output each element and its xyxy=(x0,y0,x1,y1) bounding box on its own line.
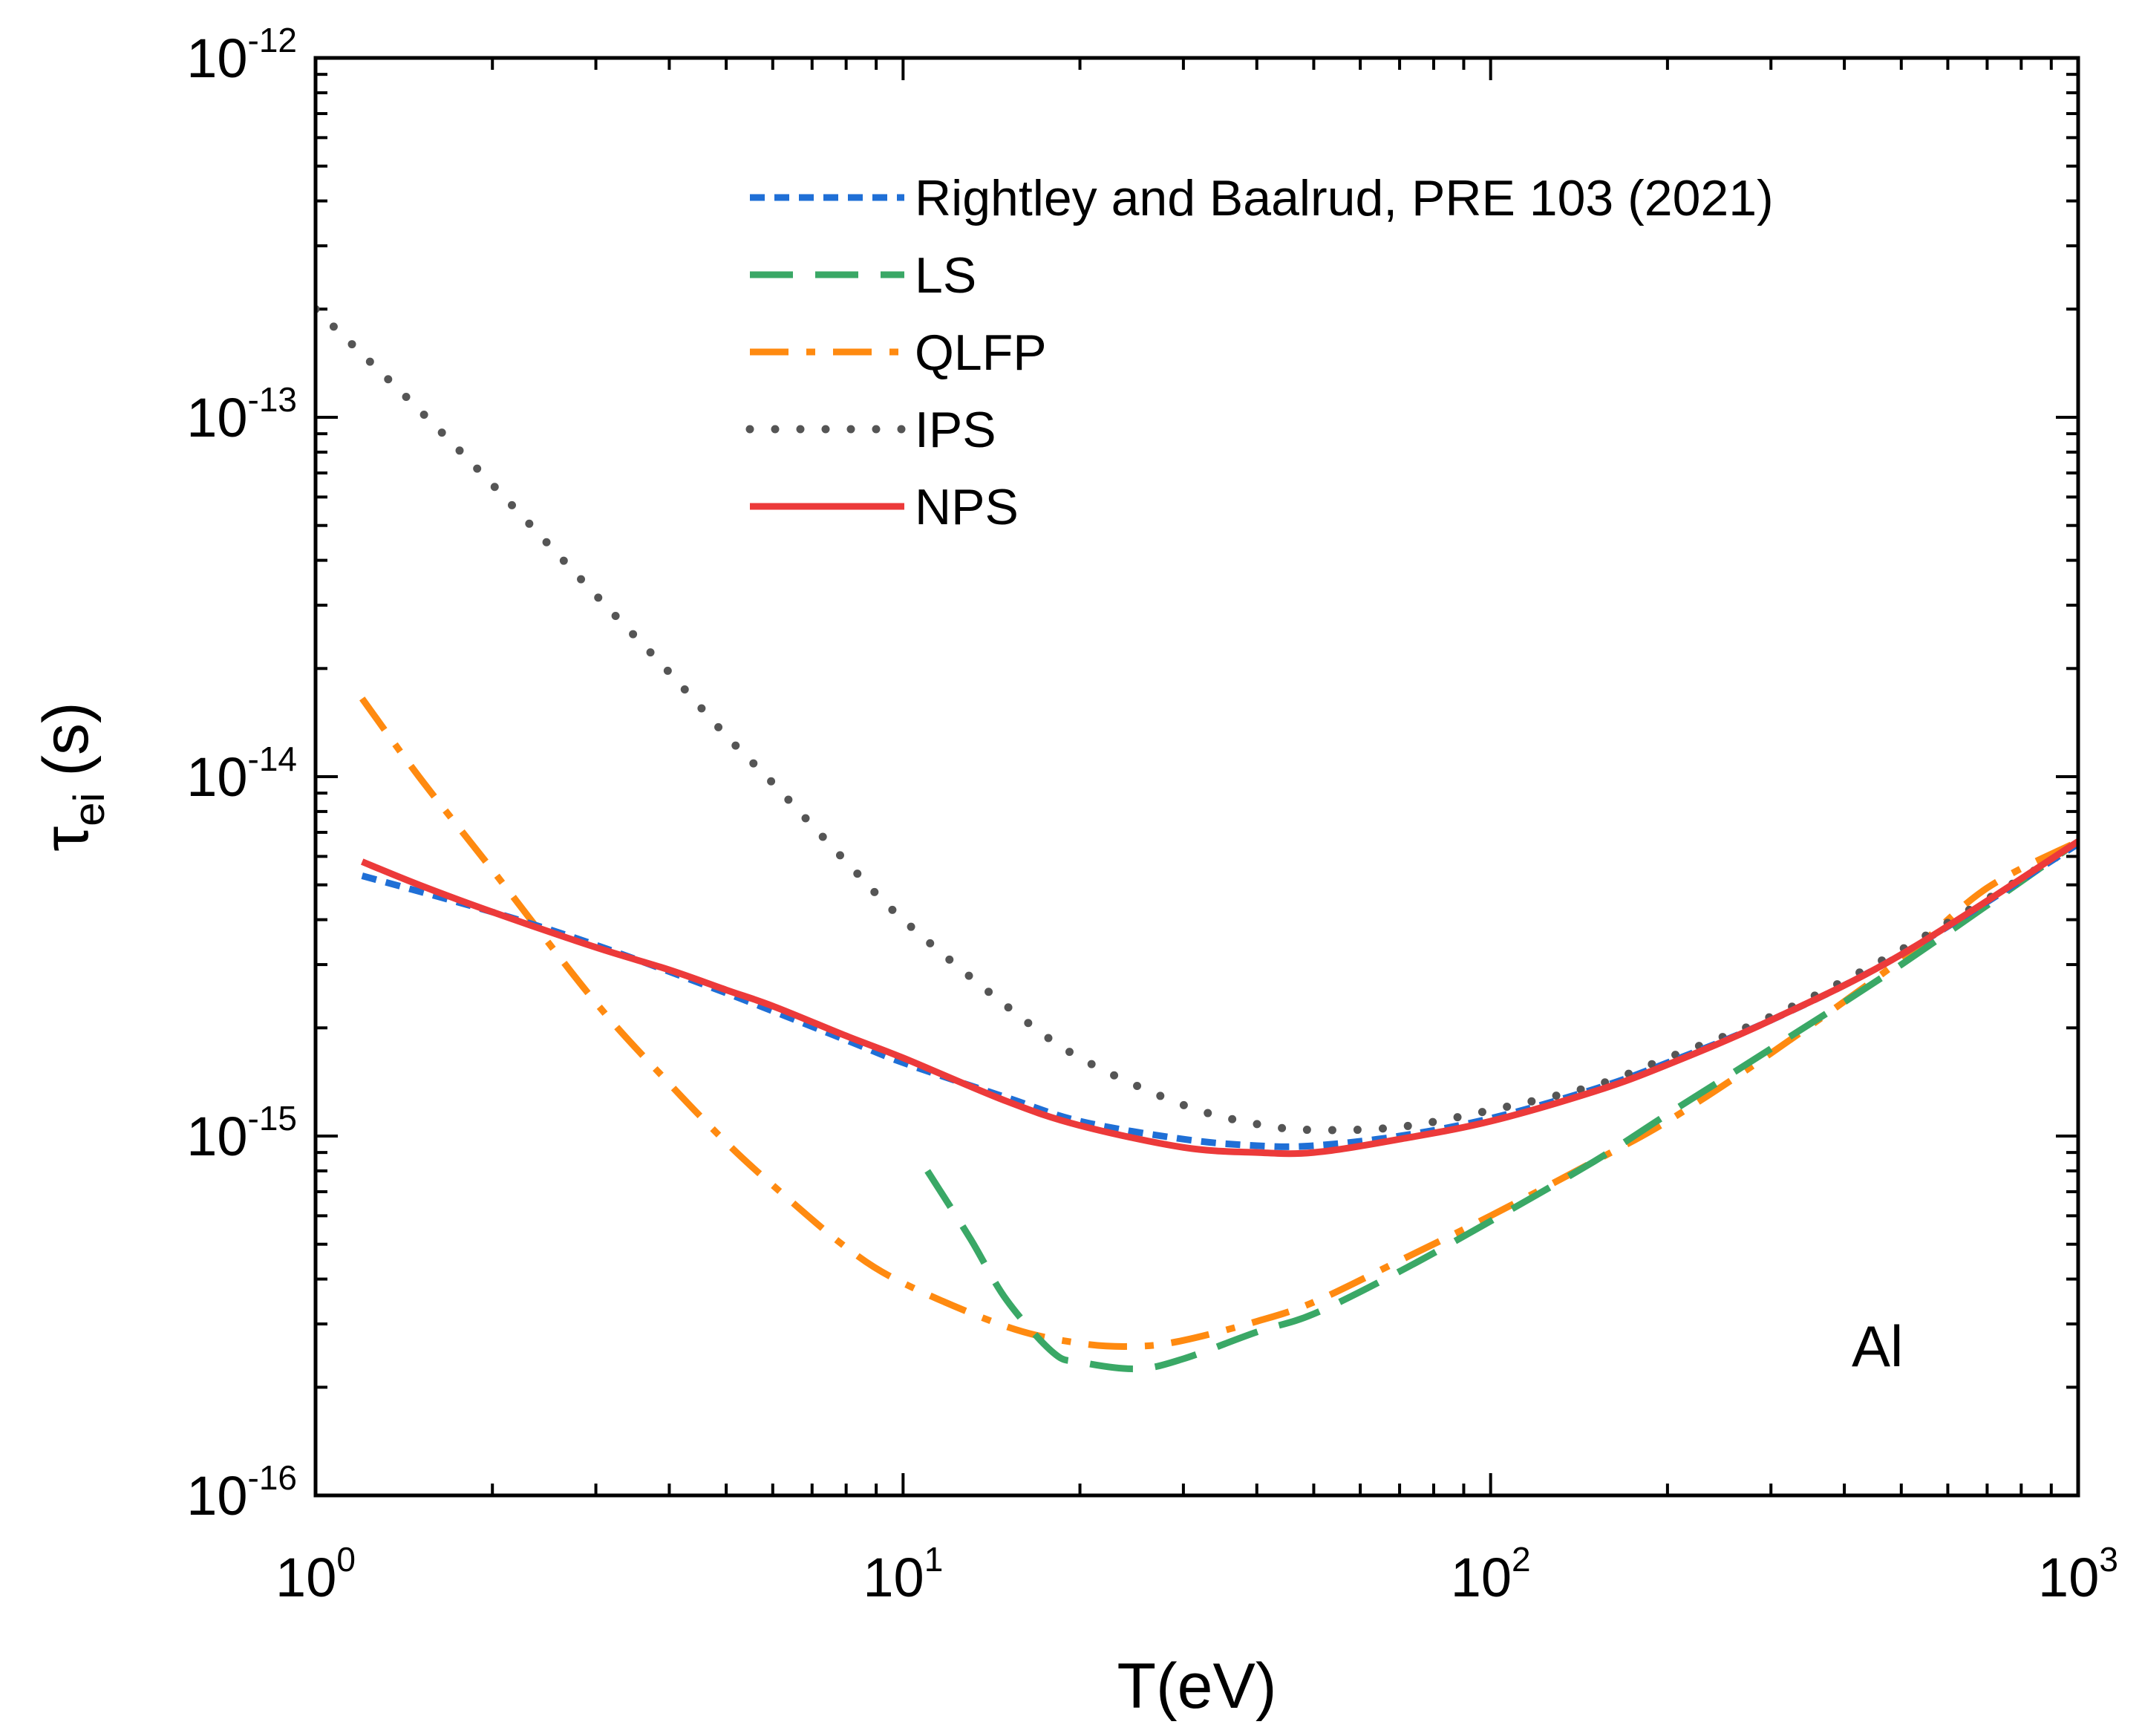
legend-label: IPS xyxy=(915,402,996,458)
series-line-ls xyxy=(924,838,2078,1373)
legend-entry: NPS xyxy=(750,479,1019,535)
x-tick-label: 100 xyxy=(275,1540,356,1608)
y-tick-label: 10-15 xyxy=(186,1099,297,1167)
y-axis-subscript: ei xyxy=(65,793,114,826)
legend-label: Rightley and Baalrud, PRE 103 (2021) xyxy=(915,170,1774,226)
axis-ticks xyxy=(314,56,2080,1497)
series-line-qlfp xyxy=(359,696,2078,1350)
legend-entry: LS xyxy=(750,247,976,304)
legend-entry: IPS xyxy=(745,402,996,458)
y-tick-label: 10-14 xyxy=(186,740,297,808)
legend-label: NPS xyxy=(915,479,1019,535)
tick-labels: 100 101 102 103 10-12 10-13 10-14 10-15 10-16 xyxy=(186,21,2118,1608)
y-tick-label: 10-12 xyxy=(186,21,297,89)
series-line-ips xyxy=(316,304,2078,1135)
material-annotation: Al xyxy=(1852,1314,1903,1379)
y-axis-title: τei (s) xyxy=(30,702,114,851)
y-tick-label: 10-16 xyxy=(186,1458,297,1527)
series-group xyxy=(316,304,2078,1373)
y-axis-symbol: τ xyxy=(30,826,102,852)
y-tick-label: 10-13 xyxy=(186,380,297,448)
x-tick-label: 101 xyxy=(863,1540,943,1608)
x-tick-label: 102 xyxy=(1451,1540,1531,1608)
legend-entry: QLFP xyxy=(750,324,1047,381)
x-axis-title: T(eV) xyxy=(1117,1651,1277,1722)
legend-label: QLFP xyxy=(915,324,1047,381)
legend: Rightley and Baalrud, PRE 103 (2021) LS QL… xyxy=(745,170,1774,535)
x-tick-label: 103 xyxy=(2038,1540,2118,1608)
series-line-nps xyxy=(360,838,2078,1158)
y-axis-unit: (s) xyxy=(30,702,102,776)
svg-text:τei(s): τei (s) xyxy=(30,702,114,851)
plot-frame xyxy=(313,56,2080,1498)
legend-label: LS xyxy=(915,247,976,304)
legend-entry: Rightley and Baalrud, PRE 103 (2021) xyxy=(750,170,1774,226)
